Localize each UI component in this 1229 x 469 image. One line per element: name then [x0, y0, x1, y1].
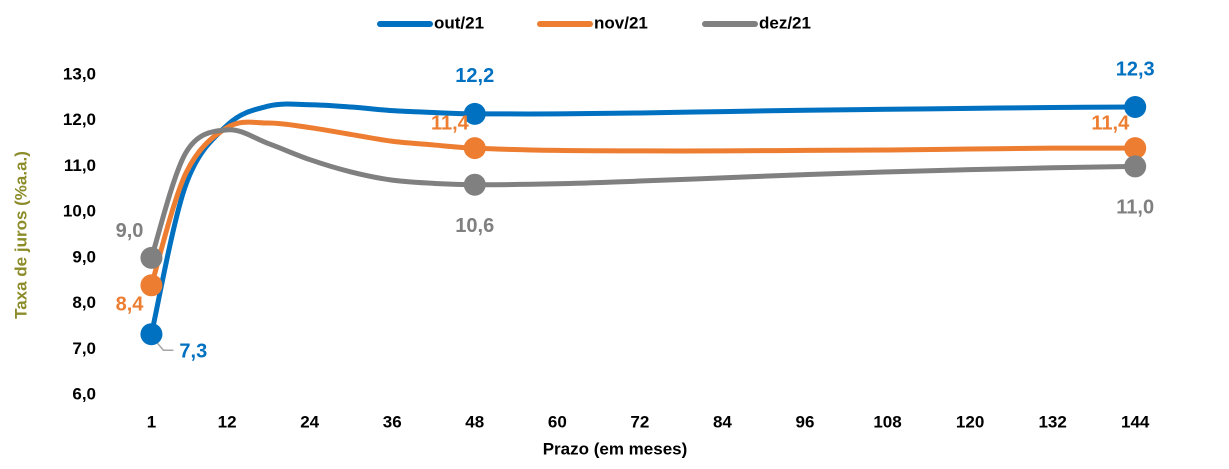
- series-line: [148, 101, 1136, 335]
- y-tick-label: 8,0: [72, 293, 96, 312]
- x-tick-label: 108: [873, 412, 901, 431]
- legend-label: dez/21: [759, 13, 811, 32]
- x-tick-label: 120: [956, 412, 984, 431]
- data-label: 7,3: [179, 340, 207, 362]
- data-label: 9,0: [116, 220, 144, 242]
- data-label: 11,4: [431, 112, 470, 134]
- data-label: 11,0: [1116, 197, 1154, 219]
- legend-label: nov/21: [594, 13, 648, 32]
- y-tick-label: 11,0: [64, 156, 96, 175]
- x-tick-label: 60: [548, 412, 567, 431]
- point-marker: [1124, 96, 1147, 118]
- data-label: 12,2: [455, 65, 494, 87]
- point-marker: [463, 173, 486, 196]
- y-tick-label: 6,0: [72, 384, 96, 403]
- point-marker: [463, 137, 486, 160]
- point-marker: [1124, 137, 1147, 160]
- series-line: [149, 119, 1136, 287]
- point-marker: [140, 274, 163, 297]
- x-tick-label: 144: [1121, 412, 1150, 431]
- y-tick-label: 10,0: [63, 202, 96, 221]
- x-tick-label: 132: [1038, 412, 1066, 431]
- data-label: 12,3: [1116, 58, 1155, 80]
- x-tick-label: 96: [796, 412, 815, 431]
- y-tick-label: 7,0: [72, 339, 96, 358]
- y-tick-label: 9,0: [72, 247, 96, 266]
- y-tick-label: 13,0: [63, 64, 96, 83]
- point-marker: [140, 246, 163, 269]
- x-axis-label: Prazo (em meses): [543, 439, 688, 458]
- point-marker: [1124, 155, 1147, 178]
- point-marker: [463, 102, 486, 125]
- legend-label: out/21: [434, 13, 484, 32]
- x-tick-label: 12: [218, 412, 237, 431]
- x-tick-label: 36: [383, 412, 402, 431]
- x-tick-label: 1: [147, 412, 156, 431]
- data-label: 10,6: [455, 215, 494, 237]
- point-marker: [140, 323, 163, 346]
- data-label: 8,4: [116, 294, 145, 316]
- x-tick-label: 84: [713, 412, 732, 431]
- x-tick-label: 48: [465, 412, 484, 431]
- leader-line: [156, 342, 174, 351]
- data-label: 11,4: [1091, 112, 1130, 134]
- x-tick-label: 72: [630, 412, 649, 431]
- y-axis-label: Taxa de juros (%a.a.): [11, 151, 30, 319]
- y-tick-label: 12,0: [63, 110, 96, 129]
- series-line: [149, 127, 1136, 259]
- x-tick-label: 24: [300, 412, 319, 431]
